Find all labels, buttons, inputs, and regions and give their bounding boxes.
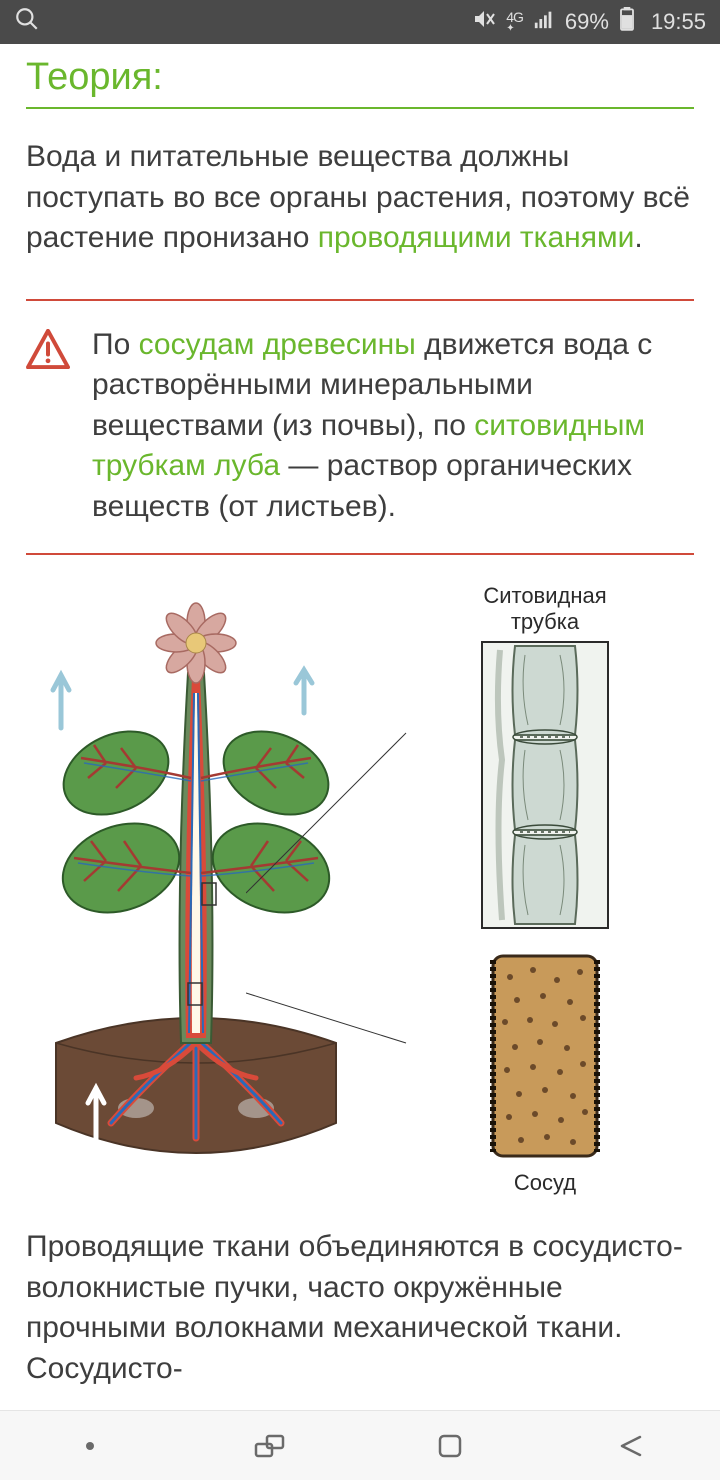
vessel-detail — [475, 952, 615, 1162]
search-icon[interactable] — [14, 8, 40, 38]
battery-pct: 69% — [565, 9, 609, 35]
status-bar-left — [14, 6, 40, 39]
content-area[interactable]: Теория: Вода и питательные вещества долж… — [0, 44, 720, 1410]
heading-underline — [26, 107, 694, 109]
warn-hl1: сосудам древесины — [139, 328, 416, 361]
android-nav-bar — [0, 1410, 720, 1480]
warning-icon — [26, 325, 74, 528]
nav-recents-button[interactable] — [210, 1411, 330, 1480]
mute-icon — [472, 7, 496, 37]
outro-paragraph: Проводящие ткани объединяются в сосудист… — [26, 1227, 694, 1389]
battery-icon — [619, 7, 635, 37]
nav-back-button[interactable] — [570, 1411, 690, 1480]
sieve-tube-detail — [480, 640, 610, 930]
intro-text-post: . — [634, 221, 642, 254]
warn-t1: По — [92, 328, 139, 361]
signal-icon — [533, 8, 555, 36]
nav-home-button[interactable] — [390, 1411, 510, 1480]
connector-lines — [246, 583, 426, 1193]
network-icon: 4G ✦ — [506, 10, 523, 34]
warning-callout: По сосудам древесины движется вода с рас… — [26, 299, 694, 556]
intro-paragraph: Вода и питательные вещества должны посту… — [26, 137, 694, 259]
plant-diagram: Ситовиднаятрубка — [26, 583, 694, 1203]
nav-menu-dot[interactable] — [30, 1411, 150, 1480]
status-bar-right: 4G ✦ 69% 19:55 — [40, 7, 706, 37]
diagram-details: Ситовиднаятрубка — [396, 583, 694, 1196]
intro-highlight: проводящими тканями — [318, 221, 635, 254]
warning-text: По сосудам древесины движется вода с рас… — [92, 325, 694, 528]
section-heading: Теория: — [26, 56, 694, 99]
sieve-tube-label: Ситовиднаятрубка — [483, 583, 606, 636]
clock: 19:55 — [651, 9, 706, 35]
vessel-label: Сосуд — [514, 1170, 576, 1196]
status-bar: 4G ✦ 69% 19:55 — [0, 0, 720, 44]
